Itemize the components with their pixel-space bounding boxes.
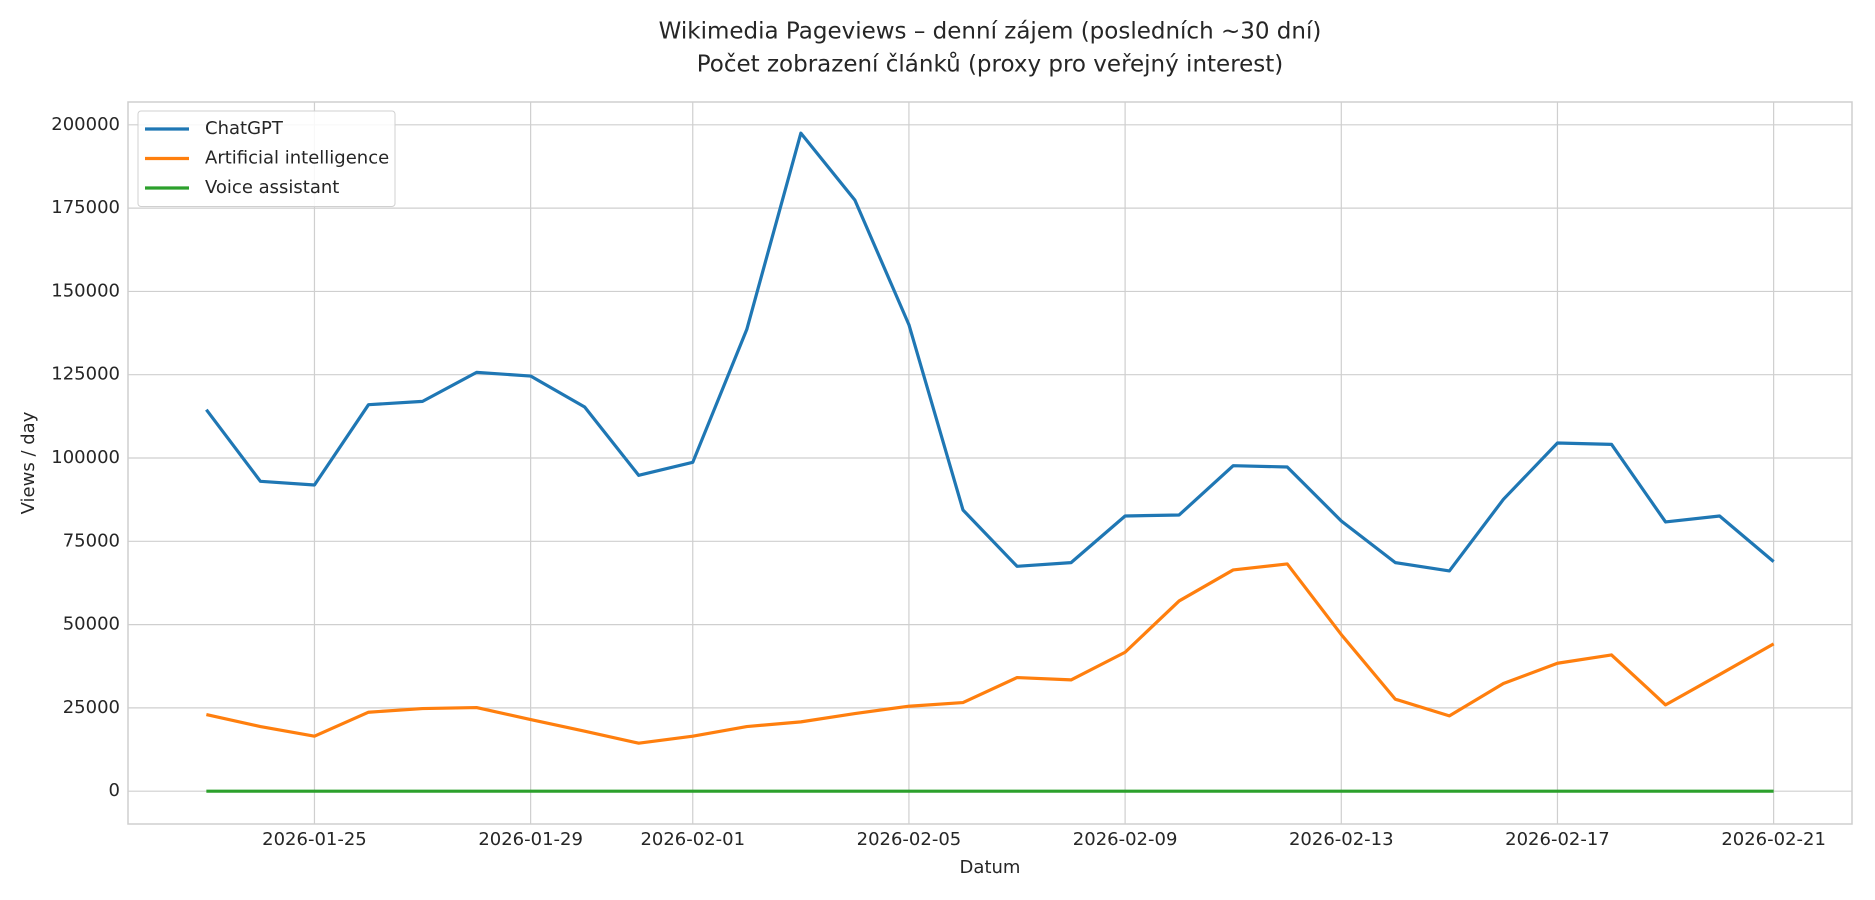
chart-subtitle: Počet zobrazení článků (proxy pro veřejn… bbox=[697, 51, 1284, 78]
x-axis-label: Datum bbox=[960, 857, 1021, 878]
chart-title: Wikimedia Pageviews – denní zájem (posle… bbox=[659, 19, 1322, 45]
x-tick-label: 2026-02-05 bbox=[857, 829, 962, 850]
x-tick-label: 2026-01-29 bbox=[478, 829, 583, 850]
y-tick-label: 75000 bbox=[63, 530, 120, 551]
x-tick-label: 2026-02-21 bbox=[1721, 829, 1826, 850]
x-tick-label: 2026-02-01 bbox=[640, 829, 745, 850]
x-tick-label: 2026-02-17 bbox=[1505, 829, 1610, 850]
legend-label: Voice assistant bbox=[205, 177, 339, 198]
legend-label: ChatGPT bbox=[205, 118, 284, 139]
y-tick-label: 200000 bbox=[51, 114, 120, 135]
y-tick-label: 100000 bbox=[51, 447, 120, 468]
y-tick-label: 125000 bbox=[51, 364, 120, 385]
y-tick-label: 50000 bbox=[63, 614, 120, 635]
x-tick-label: 2026-02-09 bbox=[1073, 829, 1178, 850]
y-tick-label: 0 bbox=[109, 780, 120, 801]
data-line bbox=[205, 131, 1775, 573]
data-line bbox=[206, 562, 1775, 745]
x-tick-label: 2026-01-25 bbox=[262, 829, 367, 850]
y-axis-label: Views / day bbox=[18, 411, 39, 514]
legend: ChatGPT Artificial intelligence Voice assi… bbox=[137, 110, 396, 207]
legend-label: Artificial intelligence bbox=[205, 148, 389, 169]
y-tick-label: 150000 bbox=[51, 280, 120, 301]
x-tick-label: 2026-02-13 bbox=[1289, 829, 1394, 850]
legend-box bbox=[137, 110, 396, 207]
y-tick-label: 175000 bbox=[51, 197, 120, 218]
plot-frame bbox=[127, 101, 1853, 825]
y-tick-label: 25000 bbox=[63, 697, 120, 718]
